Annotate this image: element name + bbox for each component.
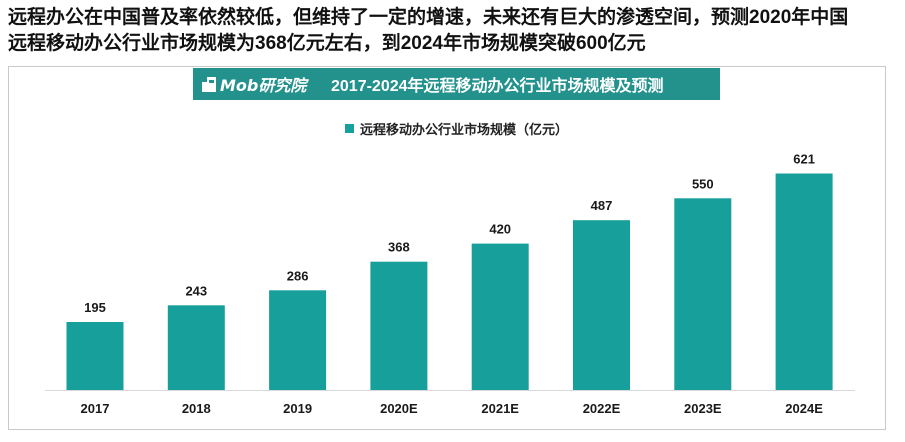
headline: 远程办公在中国普及率依然较低，但维持了一定的增速，未来还有巨大的渗透空间，预测2…: [8, 5, 898, 57]
headline-line-1: 远程办公在中国普及率依然较低，但维持了一定的增速，未来还有巨大的渗透空间，预测2…: [8, 7, 849, 28]
legend-swatch: [345, 123, 354, 133]
mob-logo-text: Mob研究院: [220, 76, 307, 95]
headline-line-2: 远程移动办公行业市场规模为368亿元左右，到2024年市场规模突破600亿元: [8, 33, 646, 54]
mob-logo: Mob研究院: [201, 68, 323, 100]
chart-panel: [8, 66, 886, 430]
mob-logo-icon: [202, 77, 216, 92]
chart-header-band: Mob研究院 2017-2024年远程移动办公行业市场规模及预测: [193, 68, 720, 100]
chart-legend: 远程移动办公行业市场规模（亿元）: [345, 118, 568, 138]
legend-label: 远程移动办公行业市场规模（亿元）: [360, 121, 569, 137]
chart-title: 2017-2024年远程移动办公行业市场规模及预测: [331, 78, 664, 95]
